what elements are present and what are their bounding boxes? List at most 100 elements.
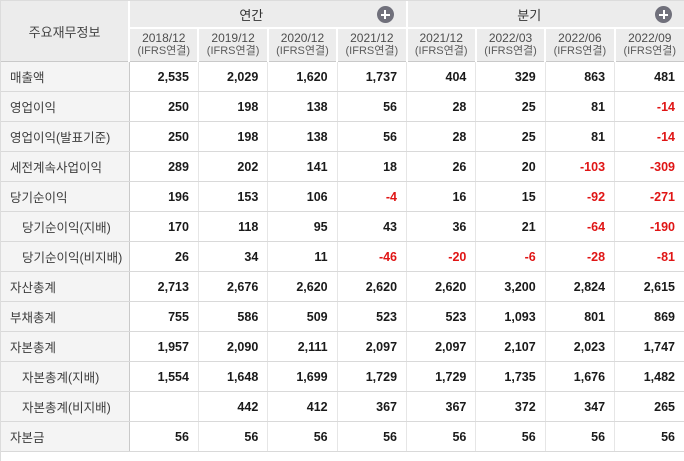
cell-value: 198 [197,121,268,152]
cell-value: 138 [267,121,338,152]
table-row: 자산총계 2,713 2,676 2,620 2,620 2,620 3,200 2,824 2… [1,271,684,302]
table-row: 자본총계(지배) 1,554 1,648 1,699 1,729 1,729 1,735 1,… [1,361,684,392]
cell-value: 2,620 [406,271,476,302]
cell-value: 347 [544,391,615,422]
cell-value: 289 [128,151,199,182]
cell-value: 198 [197,91,268,122]
table-row: 자본총계 1,957 2,090 2,111 2,097 2,097 2,107 2,023 1… [1,331,684,362]
cell-value: 2,615 [614,271,684,302]
cell-value: 509 [267,301,338,332]
cell-value: 2,029 [197,61,268,92]
cell-value: 863 [544,61,615,92]
table-row: 매출액 2,535 2,029 1,620 1,737 404 329 863 481 [1,61,684,92]
cell-value: 56 [336,421,407,452]
cell-value: -271 [614,181,684,212]
row-label: 자본총계 [1,331,130,362]
cell-value: 372 [475,391,546,422]
cell-value: 1,729 [406,361,476,392]
cell-value: 202 [197,151,268,182]
cell-value: 2,097 [336,331,407,362]
cell-value: 56 [336,121,407,152]
cell-value: 56 [614,421,684,452]
cell-value: 329 [475,61,546,92]
row-label: 매출액 [1,61,130,92]
cell-value: 18 [336,151,407,182]
cell-value: 81 [544,91,615,122]
table-row: 영업이익(발표기준) 250 198 138 56 28 25 81 -14 [1,121,684,152]
cell-value: 2,023 [544,331,615,362]
cell-value: 2,620 [336,271,407,302]
cell-value: 523 [336,301,407,332]
cell-value [128,391,199,422]
cell-value: 1,735 [475,361,546,392]
cell-value: -14 [614,91,684,122]
cell-value: 3,200 [475,271,546,302]
cell-value: 1,620 [267,61,338,92]
row-label: 자본금 [1,421,130,452]
cell-value: 56 [406,421,476,452]
cell-value: 56 [336,91,407,122]
cell-value: -28 [544,241,615,272]
cell-value: 801 [544,301,615,332]
row-label: 세전계속사업이익 [1,151,130,182]
column-header-2018-12: 2018/12 (IFRS연결) [128,28,199,62]
cell-value: 1,648 [197,361,268,392]
cell-value: -20 [406,241,476,272]
table-body: 매출액 2,535 2,029 1,620 1,737 404 329 863 481 영업이익 2… [1,61,684,452]
cell-value: 2,620 [267,271,338,302]
table-row: 부채총계 755 586 509 523 523 1,093 801 869 [1,301,684,332]
cell-value: 141 [267,151,338,182]
cell-value: 2,090 [197,331,268,362]
column-header-2022-06: 2022/06 (IFRS연결) [544,28,615,62]
cell-value: 36 [406,211,476,242]
cell-value: 56 [128,421,199,452]
cell-value: 481 [614,61,684,92]
quarterly-group-header: 분기 [405,1,684,29]
annual-group-label: 연간 [239,7,264,23]
cell-value: 869 [614,301,684,332]
cell-value: 1,482 [614,361,684,392]
table-row: 당기순이익(비지배) 26 34 11 -46 -20 -6 -28 -81 [1,241,684,272]
cell-value: 2,676 [197,271,268,302]
column-header-2021-12: 2021/12 (IFRS연결) [405,28,476,62]
row-label: 영업이익 [1,91,130,122]
cell-value: -81 [614,241,684,272]
cell-value: 25 [475,91,546,122]
cell-value: 250 [128,91,199,122]
plus-circle-icon-annual[interactable] [376,6,394,23]
cell-value: 56 [544,421,615,452]
cell-value: -46 [336,241,407,272]
cell-value: 2,111 [267,331,338,362]
cell-value: 1,747 [614,331,684,362]
cell-value: 106 [267,181,338,212]
column-header-2020-12: 2020/12 (IFRS연결) [266,28,338,62]
table-row: 세전계속사업이익 289 202 141 18 26 20 -103 -309 [1,151,684,182]
cell-value: 25 [475,121,546,152]
cell-value: -6 [475,241,546,272]
cell-value: 2,535 [128,61,199,92]
cell-value: 28 [406,121,476,152]
annual-group-header: 연간 [128,1,407,29]
plus-circle-icon-quarterly[interactable] [655,6,672,23]
cell-value: 1,676 [544,361,615,392]
row-label: 당기순이익 [1,181,130,212]
table-row: 자본금 56 56 56 56 56 56 56 56 [1,421,684,452]
cell-value: 523 [406,301,476,332]
table-row: 당기순이익(지배) 170 118 95 43 36 21 -64 -190 [1,211,684,242]
date-header-row: 2018/12 (IFRS연결) 2019/12 (IFRS연결) 2020/12 (IF… [1,28,684,62]
cell-value: 26 [128,241,199,272]
column-header-2021-12: 2021/12 (IFRS연결) [336,28,407,62]
cell-value: 2,107 [475,331,546,362]
cell-value: 34 [197,241,268,272]
financial-summary-table: 주요재무정보 연간 분기 2018/12 (IFRS연결) 2019/12 (IFRS… [1,1,684,452]
group-header-row: 주요재무정보 연간 분기 [1,1,684,62]
cell-value: 1,554 [128,361,199,392]
cell-value: 404 [406,61,476,92]
column-header-2022-09: 2022/09 (IFRS연결) [613,28,684,62]
cell-value: -64 [544,211,615,242]
cell-value: 170 [128,211,199,242]
cell-value: -4 [336,181,407,212]
cell-value: 28 [406,91,476,122]
quarterly-group-label: 분기 [517,7,542,23]
